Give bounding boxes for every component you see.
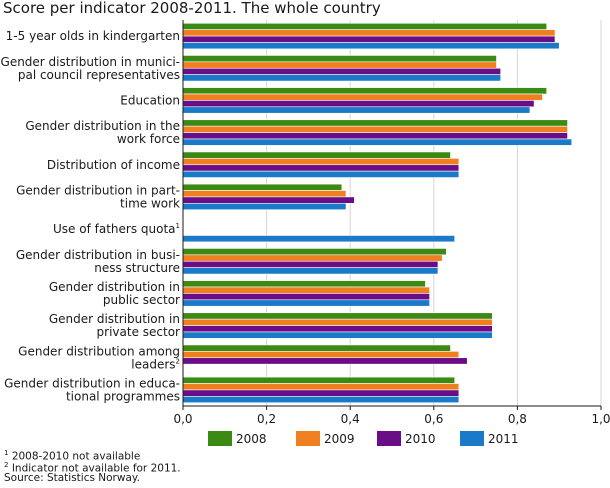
bar-2009 bbox=[182, 93, 543, 101]
bar-2008 bbox=[182, 280, 426, 288]
bar-2009 bbox=[182, 61, 497, 69]
bar-2011 bbox=[182, 106, 531, 114]
legend-label: 2009 bbox=[324, 432, 355, 446]
category-label: Gender distribution in busi- bbox=[16, 248, 180, 262]
bar-2008 bbox=[182, 183, 343, 191]
legend-label: 2011 bbox=[488, 432, 519, 446]
bar-2009 bbox=[182, 286, 430, 294]
x-tick-label: 0,2 bbox=[257, 412, 276, 426]
bar-2009 bbox=[182, 254, 443, 262]
bar-2011 bbox=[182, 267, 439, 275]
bar-2008 bbox=[182, 119, 568, 127]
footnote-2: 2 Indicator not available for 2011. bbox=[4, 461, 181, 475]
bar-2011 bbox=[182, 170, 460, 178]
bar-2008 bbox=[182, 344, 451, 352]
footnote-1: 1 2008-2010 not available bbox=[4, 449, 141, 463]
legend-swatch-2010 bbox=[377, 431, 401, 446]
category-label: tional programmes bbox=[66, 389, 180, 403]
bar-2008 bbox=[182, 376, 456, 384]
bar-2008 bbox=[182, 151, 451, 159]
bar-2011 bbox=[182, 396, 460, 404]
footnote-mark: 1 bbox=[176, 222, 180, 230]
bar-2008 bbox=[182, 87, 547, 95]
legend-swatch-2009 bbox=[296, 431, 320, 446]
bar-2010 bbox=[182, 100, 535, 108]
category-label: Gender distribution in the bbox=[25, 119, 180, 133]
bar-2011 bbox=[182, 74, 501, 82]
x-tick-label: 1,0 bbox=[591, 412, 610, 426]
x-tick-label: 0,4 bbox=[341, 412, 360, 426]
bar-2011 bbox=[182, 42, 560, 50]
category-label: pal council representatives bbox=[18, 68, 180, 82]
category-label: private sector bbox=[97, 325, 181, 339]
category-label: leaders2 bbox=[131, 357, 180, 371]
bar-2009 bbox=[182, 383, 460, 391]
category-label: work force bbox=[117, 132, 180, 146]
category-label: Gender distribution in part- bbox=[16, 183, 180, 197]
category-label: Gender distribution among bbox=[18, 344, 180, 358]
legend-label: 2010 bbox=[405, 432, 436, 446]
bar-2010 bbox=[182, 357, 468, 365]
legend: 2008 2009 2010 2011 bbox=[208, 431, 519, 446]
bar-2010 bbox=[182, 293, 430, 301]
bar-2008 bbox=[182, 312, 493, 320]
bar-2010 bbox=[182, 260, 439, 268]
category-label: 1-5 year olds in kindergarten bbox=[6, 29, 180, 43]
category-label: Gender distribution in bbox=[49, 280, 180, 294]
bar-2008 bbox=[182, 55, 497, 63]
bar-2008 bbox=[182, 22, 547, 30]
bar-2009 bbox=[182, 318, 493, 326]
bar-2010 bbox=[182, 196, 355, 204]
bar-2011 bbox=[182, 299, 430, 307]
category-label: Use of fathers quota1 bbox=[53, 222, 180, 236]
category-label: ness structure bbox=[94, 261, 180, 275]
x-tick-label: 0,0 bbox=[173, 412, 192, 426]
category-label: Gender distribution in munici- bbox=[1, 55, 180, 69]
category-label: Gender distribution in educa- bbox=[4, 376, 180, 390]
bar-2010 bbox=[182, 164, 460, 172]
x-tick-label: 0,8 bbox=[508, 412, 527, 426]
bar-2011 bbox=[182, 138, 573, 146]
category-label: Distribution of income bbox=[47, 158, 180, 172]
footnote-mark: 2 bbox=[176, 357, 180, 365]
bar-2011 bbox=[182, 235, 456, 243]
legend-label: 2008 bbox=[236, 432, 267, 446]
x-tick-label: 0,6 bbox=[424, 412, 443, 426]
bar-2011 bbox=[182, 331, 493, 339]
bar-2009 bbox=[182, 158, 460, 166]
bar-2009 bbox=[182, 29, 556, 37]
category-label: public sector bbox=[103, 293, 180, 307]
bar-2008 bbox=[182, 248, 447, 256]
plot-area bbox=[183, 20, 601, 406]
bar-2011 bbox=[182, 203, 347, 211]
source-note: Source: Statistics Norway. bbox=[4, 472, 140, 484]
bar-2009 bbox=[182, 351, 460, 359]
category-label: Gender distribution in bbox=[49, 312, 180, 326]
x-axis: 0,0 0,2 0,4 0,6 0,8 1,0 bbox=[173, 20, 610, 426]
category-labels: 1-5 year olds in kindergarten Gender dist… bbox=[1, 29, 181, 403]
chart-title: Score per indicator 2008-2011. The whole… bbox=[3, 0, 381, 17]
bar-2010 bbox=[182, 67, 501, 75]
category-label: Education bbox=[120, 93, 180, 107]
legend-swatch-2011 bbox=[460, 431, 484, 446]
bar-2010 bbox=[182, 389, 460, 397]
bar-2009 bbox=[182, 125, 568, 133]
bar-2009 bbox=[182, 190, 347, 198]
bar-2010 bbox=[182, 35, 556, 43]
legend-swatch-2008 bbox=[208, 431, 232, 446]
bar-2010 bbox=[182, 132, 568, 140]
bar-2010 bbox=[182, 325, 493, 333]
category-label: time work bbox=[120, 196, 180, 210]
